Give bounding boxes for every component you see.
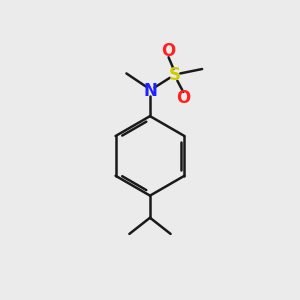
Text: N: N — [143, 82, 157, 100]
Text: S: S — [169, 66, 181, 84]
Text: O: O — [161, 42, 176, 60]
Text: O: O — [176, 89, 190, 107]
